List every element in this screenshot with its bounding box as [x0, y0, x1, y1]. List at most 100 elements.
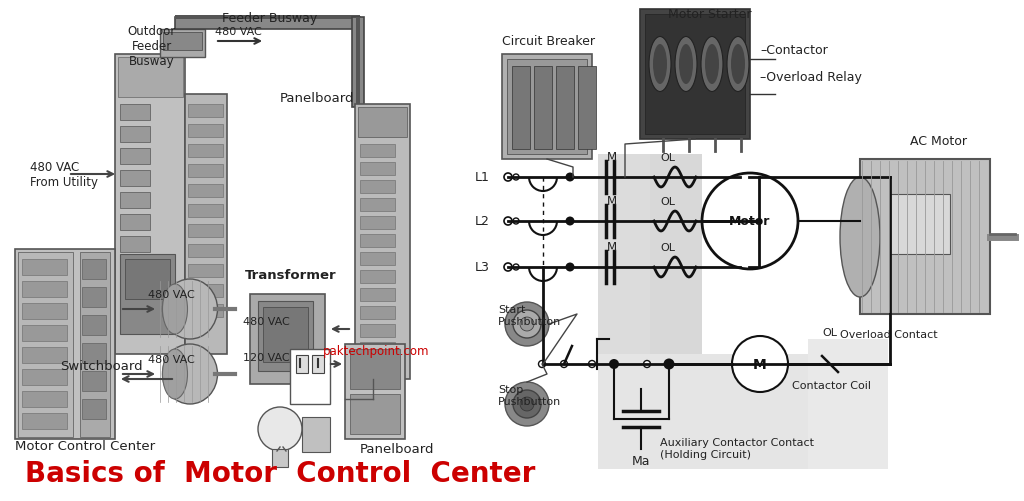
Bar: [163, 33, 202, 51]
Bar: [15, 249, 115, 439]
Bar: [356, 18, 360, 108]
Bar: [82, 288, 106, 308]
Bar: [188, 125, 223, 138]
Text: Panelboard: Panelboard: [280, 92, 354, 105]
Ellipse shape: [727, 38, 749, 92]
Text: –Overload Relay: –Overload Relay: [760, 71, 862, 84]
Bar: [360, 163, 395, 176]
Ellipse shape: [675, 38, 697, 92]
Bar: [360, 145, 395, 158]
Circle shape: [610, 361, 617, 368]
Bar: [360, 181, 395, 193]
Text: Motor Control Center: Motor Control Center: [15, 439, 155, 452]
Circle shape: [505, 303, 549, 346]
Circle shape: [732, 336, 788, 392]
Bar: [360, 324, 395, 337]
Bar: [355, 105, 410, 379]
Bar: [360, 234, 395, 247]
Text: OL: OL: [822, 327, 838, 337]
Text: 480 VAC: 480 VAC: [243, 316, 290, 326]
Circle shape: [560, 361, 567, 368]
Bar: [360, 253, 395, 266]
Bar: [188, 145, 223, 158]
Bar: [507, 60, 587, 155]
Text: paktechpoint.com: paktechpoint.com: [323, 345, 429, 358]
Text: Overload Contact: Overload Contact: [840, 329, 938, 339]
Bar: [272, 449, 288, 467]
Bar: [188, 305, 223, 317]
Bar: [18, 253, 73, 437]
Bar: [250, 295, 325, 384]
Bar: [22, 304, 67, 319]
Text: Ma: Ma: [632, 454, 650, 467]
Bar: [22, 369, 67, 385]
Bar: [188, 244, 223, 258]
Circle shape: [643, 361, 650, 368]
Bar: [120, 171, 150, 187]
Bar: [296, 355, 308, 373]
Text: AC Motor: AC Motor: [910, 135, 967, 148]
Text: 480 VAC: 480 VAC: [215, 27, 262, 37]
Bar: [650, 155, 702, 354]
Text: M: M: [753, 357, 767, 371]
Ellipse shape: [679, 45, 693, 85]
Text: Switchboard: Switchboard: [60, 359, 142, 372]
Bar: [578, 67, 596, 150]
Circle shape: [504, 174, 512, 182]
Circle shape: [520, 397, 534, 411]
Circle shape: [567, 218, 573, 224]
Text: M: M: [607, 241, 617, 254]
Text: Panelboard: Panelboard: [360, 442, 434, 455]
Bar: [188, 165, 223, 178]
Bar: [175, 16, 360, 20]
Bar: [598, 155, 650, 354]
Bar: [22, 347, 67, 363]
Bar: [890, 194, 950, 255]
Bar: [120, 105, 150, 121]
Bar: [312, 355, 324, 373]
Bar: [258, 302, 313, 371]
Text: L2: L2: [475, 215, 490, 228]
Bar: [534, 67, 552, 150]
Bar: [120, 149, 150, 165]
Text: 120 VAC: 120 VAC: [243, 352, 290, 362]
Text: –Contactor: –Contactor: [760, 44, 827, 57]
Bar: [188, 265, 223, 278]
Ellipse shape: [163, 280, 217, 339]
Circle shape: [565, 217, 574, 226]
Ellipse shape: [163, 285, 187, 334]
Bar: [188, 105, 223, 118]
Bar: [290, 349, 330, 404]
Ellipse shape: [705, 45, 719, 85]
Bar: [188, 185, 223, 197]
Bar: [640, 10, 750, 140]
Bar: [82, 343, 106, 363]
Ellipse shape: [653, 45, 667, 85]
Bar: [350, 349, 400, 389]
Text: Stop
Pushbutton: Stop Pushbutton: [498, 384, 561, 406]
Bar: [556, 67, 574, 150]
Bar: [82, 260, 106, 280]
Bar: [350, 394, 400, 434]
Text: Start
Pushbutton: Start Pushbutton: [498, 305, 561, 326]
Bar: [598, 354, 808, 469]
Bar: [302, 417, 330, 452]
Circle shape: [702, 174, 798, 270]
Text: Transformer: Transformer: [245, 269, 337, 282]
Circle shape: [567, 175, 573, 181]
Text: M: M: [607, 151, 617, 164]
Bar: [22, 260, 67, 276]
Bar: [120, 236, 150, 253]
Bar: [360, 307, 395, 319]
Text: Outdoor
Feeder
Busway: Outdoor Feeder Busway: [128, 25, 176, 68]
Circle shape: [258, 407, 302, 451]
Bar: [352, 18, 364, 108]
Bar: [120, 255, 175, 334]
Ellipse shape: [163, 344, 217, 404]
Bar: [865, 163, 990, 312]
Bar: [120, 127, 150, 143]
Circle shape: [666, 361, 673, 368]
Bar: [82, 371, 106, 391]
Text: L1: L1: [475, 171, 490, 184]
Text: 480 VAC
From Utility: 480 VAC From Utility: [30, 161, 98, 188]
